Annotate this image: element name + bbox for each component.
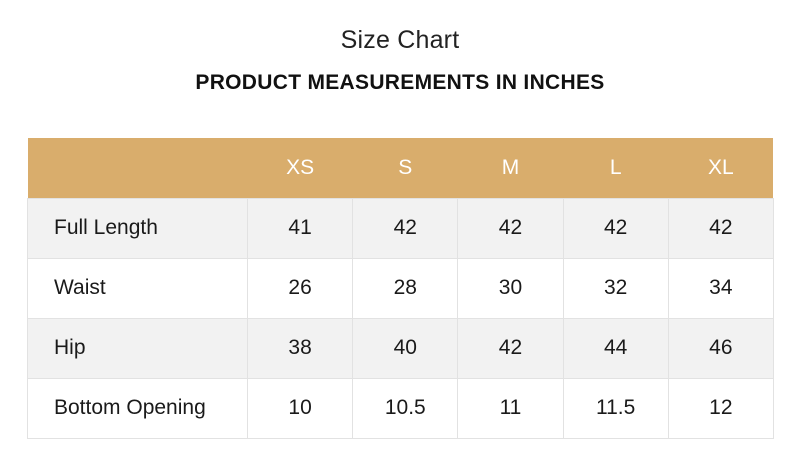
- table-cell: 42: [667, 197, 774, 259]
- table-row: Hip 38 40 42 44 46: [27, 317, 774, 379]
- size-header-xl: XL: [708, 155, 734, 179]
- page-title: Size Chart: [340, 26, 460, 54]
- size-header-m: M: [501, 155, 520, 179]
- table-cell: 42: [562, 197, 669, 259]
- size-header-xs: XS: [286, 155, 315, 179]
- header-row: XS S M L XL: [27, 138, 774, 198]
- table-cell: 26: [246, 257, 354, 319]
- table-cell: 42: [457, 197, 564, 259]
- table-cell: 38: [246, 317, 354, 379]
- table-cell: 11: [457, 377, 564, 439]
- table-row: Bottom Opening 10 10.5 11 11.5 12: [27, 377, 774, 439]
- row-label: Bottom Opening: [27, 377, 248, 439]
- table-row: Full Length 41 42 42 42 42: [27, 197, 774, 259]
- table-cell: 28: [352, 257, 459, 319]
- row-label: Full Length: [27, 197, 248, 259]
- page-subtitle: PRODUCT MEASUREMENTS IN INCHES: [195, 71, 605, 94]
- row-label: Hip: [27, 317, 248, 379]
- header-corner-cell: [28, 138, 248, 198]
- table-cell: 34: [667, 257, 774, 319]
- table-cell: 12: [667, 377, 774, 439]
- table-cell: 10: [246, 377, 354, 439]
- table-row: Waist 26 28 30 32 34: [27, 257, 774, 319]
- table-cell: 41: [246, 197, 354, 259]
- row-label: Waist: [27, 257, 248, 319]
- size-chart-table: XS S M L XL Full Length 41 42 42 42 42 W…: [27, 138, 774, 439]
- size-header-l: L: [609, 155, 622, 179]
- table-cell: 42: [352, 197, 459, 259]
- table-cell: 11.5: [562, 377, 669, 439]
- table-cell: 46: [667, 317, 774, 379]
- table-cell: 44: [562, 317, 669, 379]
- table-cell: 30: [457, 257, 564, 319]
- table-cell: 40: [352, 317, 459, 379]
- table-cell: 42: [457, 317, 564, 379]
- table-cell: 32: [562, 257, 669, 319]
- size-header-s: S: [398, 155, 413, 179]
- table-cell: 10.5: [352, 377, 459, 439]
